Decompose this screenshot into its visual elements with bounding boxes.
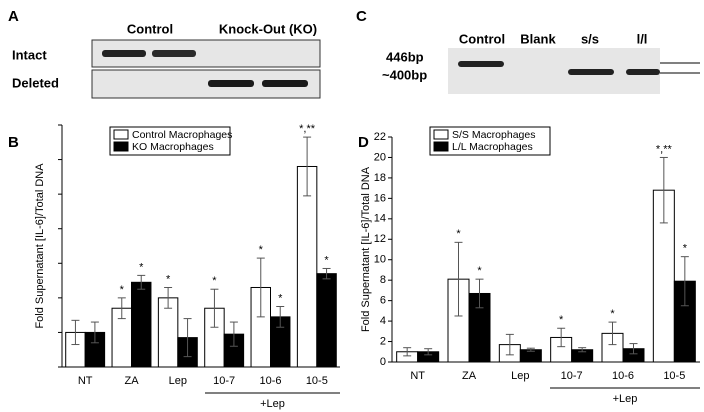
significance-mark: *: [212, 275, 217, 287]
y-tick-label: 4: [380, 315, 386, 327]
x-tick-label: NT: [78, 375, 93, 387]
gel-band: [208, 80, 254, 87]
panel-label: C: [356, 8, 367, 25]
y-tick-label: 12: [374, 233, 386, 245]
x-tick-label: 10-6: [259, 375, 281, 387]
y-tick-label: 16: [374, 192, 386, 204]
y-tick-label: 6: [380, 295, 386, 307]
gel-size-label: ~400bp: [382, 67, 427, 82]
x-tick-label: 10-5: [306, 375, 328, 387]
x-tick-label: 10-7: [213, 375, 235, 387]
legend-swatch: [113, 129, 129, 140]
legend-label: KO Macrophages: [132, 141, 214, 153]
legend-label: L/L Macrophages: [452, 141, 533, 153]
significance-mark: *: [278, 292, 283, 304]
gel-column-label: Knock-Out (KO): [219, 21, 317, 36]
panel-label: B: [8, 134, 19, 151]
group-label: +Lep: [613, 393, 638, 405]
x-tick-label: ZA: [462, 370, 477, 382]
significance-mark: *: [139, 261, 144, 273]
x-tick-label: Lep: [511, 370, 529, 382]
legend-swatch: [113, 141, 129, 152]
gel-band: [458, 61, 504, 67]
significance-mark: *: [324, 254, 329, 266]
y-tick-label: 14: [374, 213, 386, 225]
y-tick-label: 8: [380, 274, 386, 286]
significance-mark: *: [166, 273, 171, 285]
gel-lane-label: l/l: [637, 31, 648, 46]
gel-band: [262, 80, 308, 87]
significance-mark: *,**: [656, 143, 673, 155]
gel-band: [152, 50, 196, 57]
gel-row-label: Intact: [12, 47, 47, 62]
panel-label: A: [8, 8, 19, 25]
bar: [316, 273, 337, 368]
x-tick-label: ZA: [124, 375, 139, 387]
legend-label: Control Macrophages: [132, 129, 232, 141]
legend-swatch: [433, 129, 449, 140]
y-tick-label: 0: [380, 356, 386, 368]
y-tick-label: 22: [374, 131, 386, 143]
y-tick-label: 10: [374, 254, 386, 266]
gel-row-label: Deleted: [12, 75, 59, 90]
legend-swatch: [433, 141, 449, 152]
gel-column-label: Control: [127, 21, 173, 36]
panel-label: D: [358, 134, 369, 151]
legend-box: [429, 126, 551, 156]
x-tick-label: 10-7: [561, 370, 583, 382]
significance-mark: *: [610, 308, 615, 320]
legend-label: S/S Macrophages: [452, 129, 535, 141]
significance-mark: *: [683, 243, 688, 255]
gel-lane-label: Control: [459, 31, 505, 46]
x-tick-label: NT: [410, 370, 425, 382]
y-tick-label: 18: [374, 172, 386, 184]
bar: [296, 165, 318, 368]
gel-band: [102, 50, 146, 57]
x-tick-label: 10-6: [612, 370, 634, 382]
significance-mark: *: [559, 314, 564, 326]
y-tick-label: 2: [380, 335, 386, 347]
y-axis-label: Fold Supernatant [IL-6]/Total DNA: [360, 166, 372, 332]
significance-mark: *: [456, 228, 461, 240]
significance-mark: *: [120, 284, 125, 296]
gel-strip: [448, 48, 660, 94]
bar: [131, 281, 152, 368]
gel-lane-label: s/s: [581, 31, 599, 46]
legend-box: [109, 126, 231, 156]
x-tick-label: Lep: [169, 375, 187, 387]
gel-lane-label: Blank: [520, 31, 556, 46]
significance-mark: *,**: [299, 123, 316, 135]
gel-band: [568, 69, 614, 75]
significance-mark: *: [259, 244, 264, 256]
group-label: +Lep: [260, 398, 285, 410]
gel-size-label: 446bp: [386, 49, 424, 64]
gel-band: [626, 69, 660, 75]
y-axis-label: Fold Supernatant [IL-6]/Total DNA: [34, 163, 46, 329]
significance-mark: *: [477, 265, 482, 277]
y-tick-label: 20: [374, 151, 386, 163]
x-tick-label: 10-5: [663, 370, 685, 382]
